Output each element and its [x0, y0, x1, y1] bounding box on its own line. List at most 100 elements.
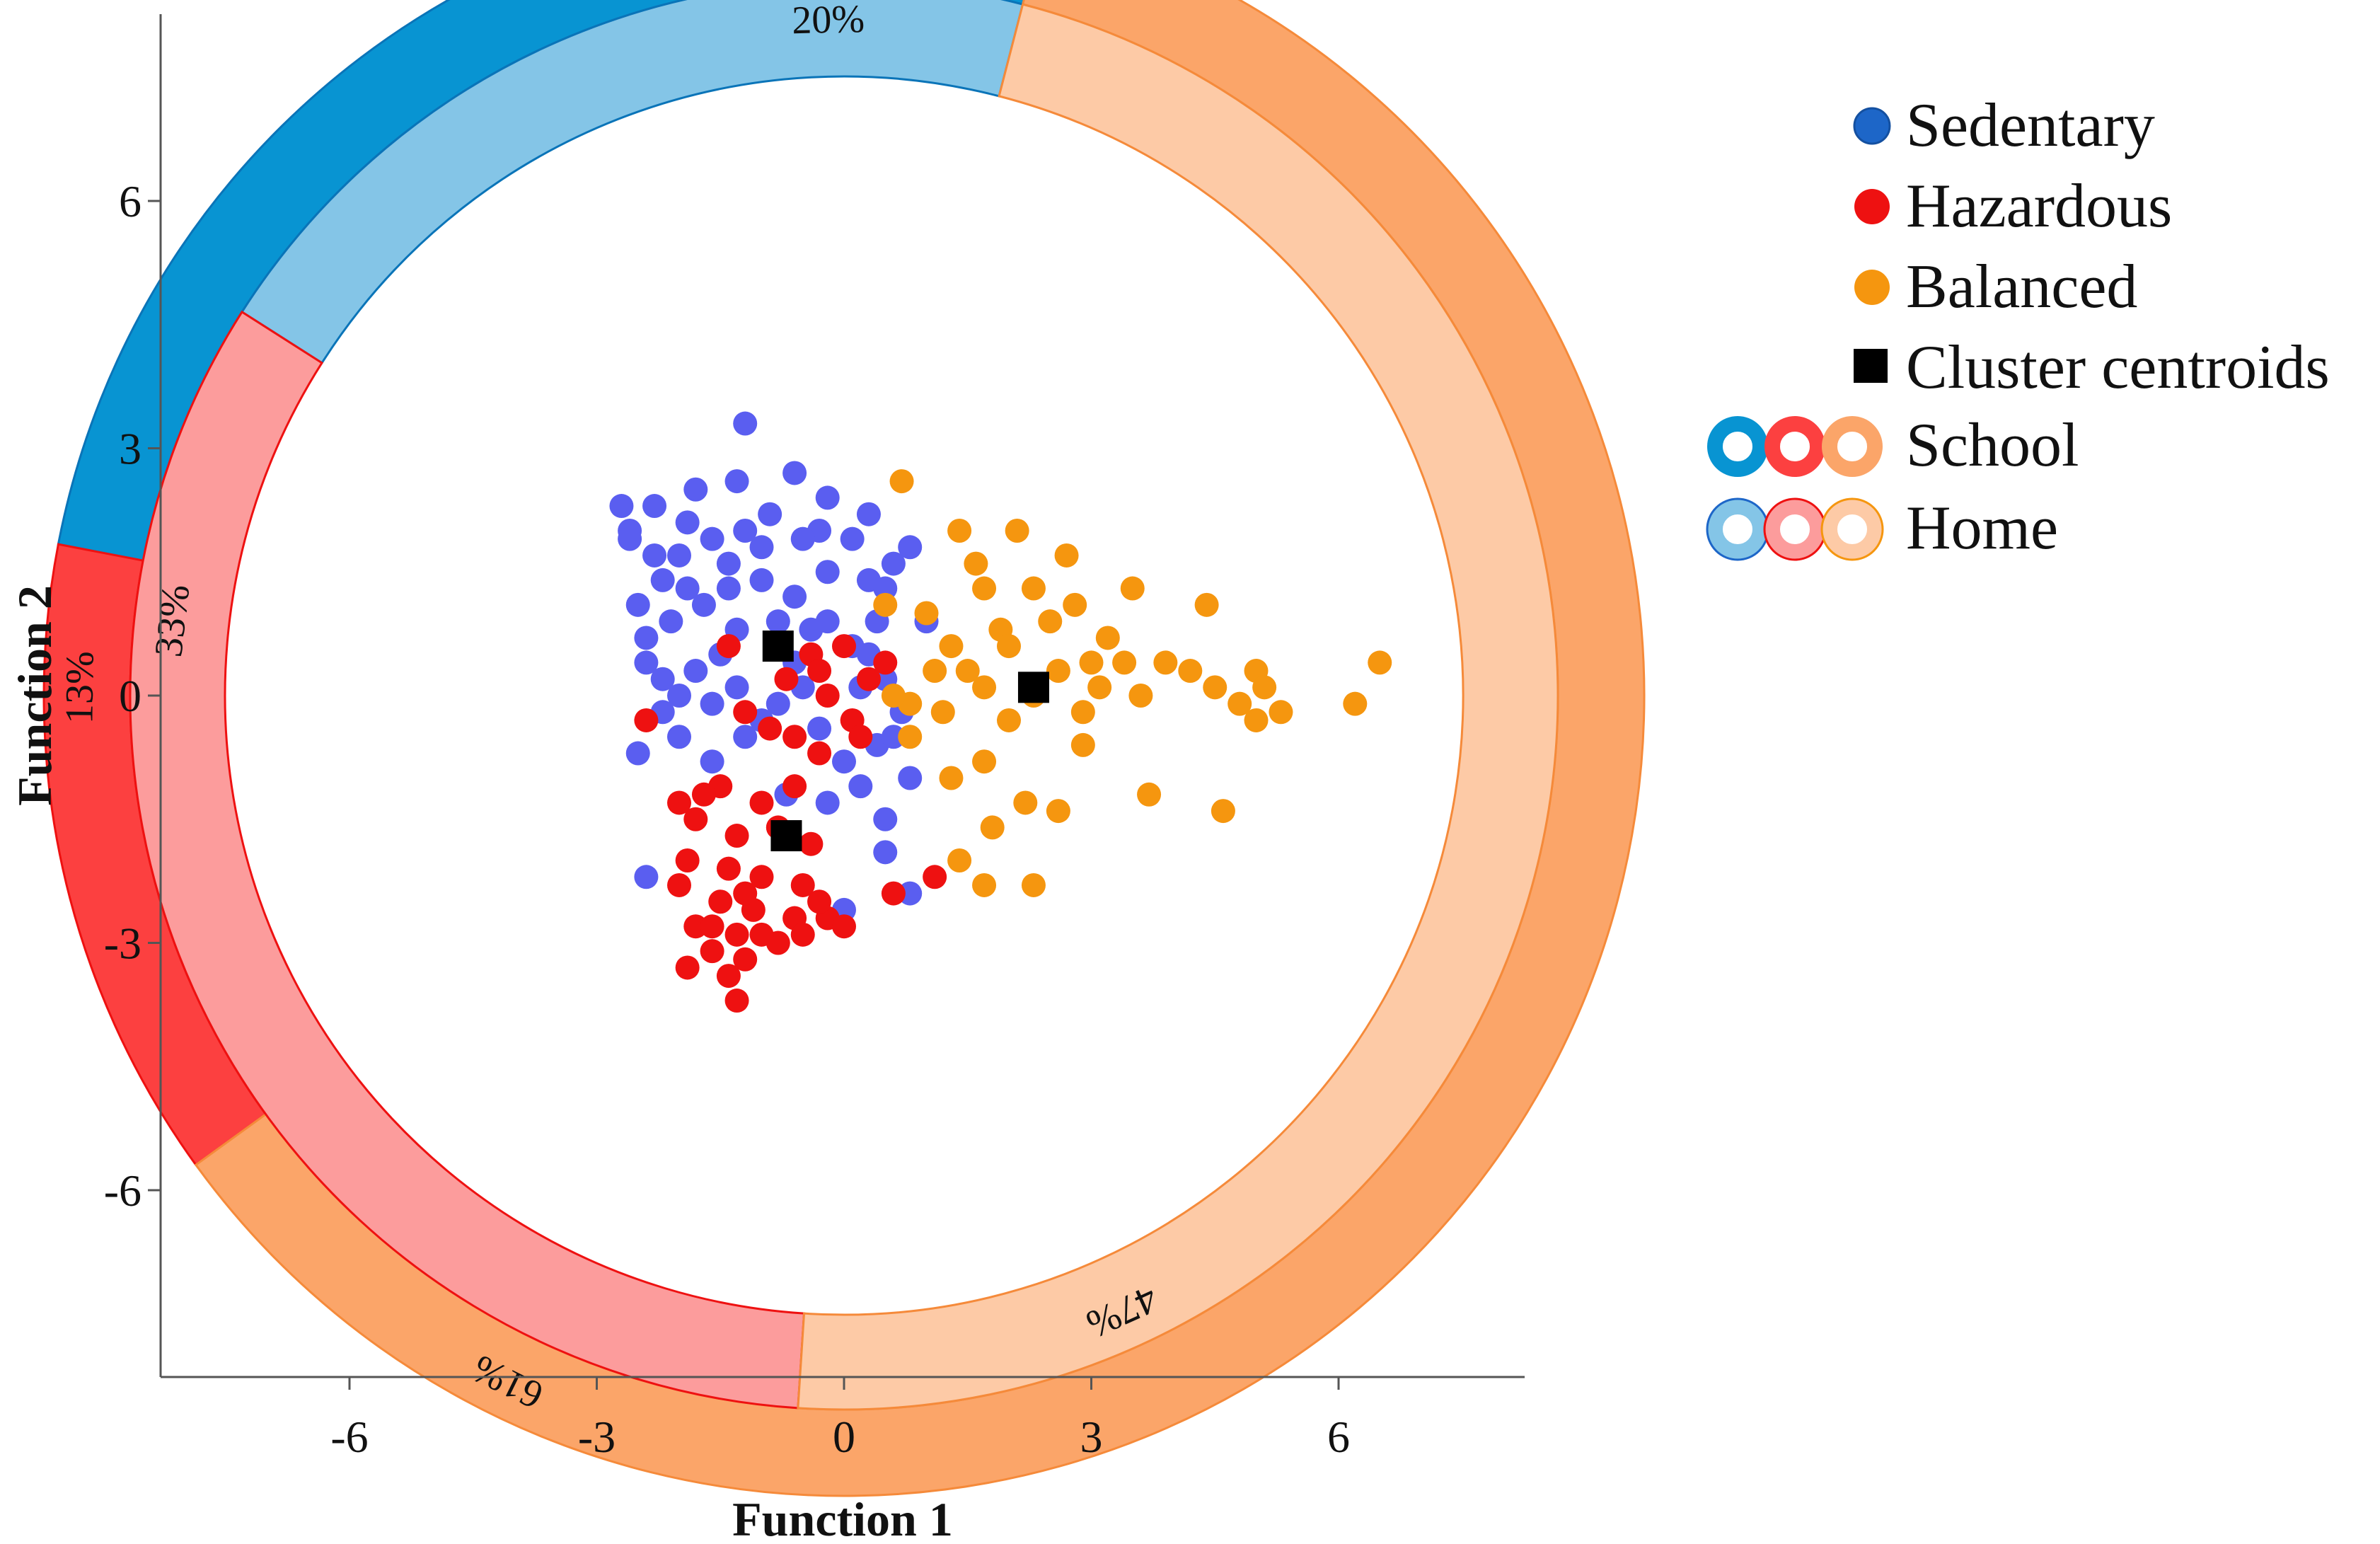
x-tick-label: -6	[330, 1412, 368, 1462]
legend-label-centroids: Cluster centroids	[1906, 333, 2330, 402]
legend-swatch-sedentary	[1853, 107, 1891, 145]
point-hazardous	[667, 790, 691, 815]
point-sedentary	[609, 494, 634, 519]
point-sedentary	[634, 650, 659, 675]
ring-segment-home-hazardous	[129, 310, 806, 1410]
point-balanced	[889, 469, 914, 494]
point-balanced	[1128, 684, 1153, 708]
point-hazardous	[782, 774, 807, 799]
x-tick-label: 3	[1080, 1412, 1103, 1462]
point-balanced	[955, 659, 980, 684]
point-balanced	[1021, 576, 1046, 601]
y-tick-label: 6	[119, 176, 141, 226]
point-balanced	[1063, 592, 1087, 617]
point-hazardous	[832, 634, 856, 659]
point-hazardous	[790, 872, 815, 897]
axis-ticks: -6 -3 0 3 6 6 3 0 -3 -6	[104, 176, 1350, 1462]
x-axis-title: Function 1	[732, 1492, 953, 1544]
point-balanced	[1013, 790, 1038, 815]
point-sedentary	[634, 626, 659, 650]
point-sedentary	[716, 551, 741, 576]
legend-swatch-balanced	[1854, 270, 1890, 305]
point-hazardous	[716, 634, 741, 659]
point-sedentary	[898, 881, 923, 906]
point-balanced	[1021, 872, 1046, 897]
x-tick-label: -3	[578, 1412, 616, 1462]
point-sedentary	[815, 560, 840, 584]
point-hazardous	[749, 922, 774, 947]
point-hazardous	[758, 716, 782, 741]
point-balanced	[939, 634, 964, 659]
point-hazardous	[807, 659, 832, 684]
point-sedentary	[766, 691, 790, 716]
legend-label-sedentary: Sedentary	[1906, 91, 2155, 160]
point-hazardous	[856, 667, 881, 691]
point-sedentary	[782, 584, 807, 609]
point-hazardous	[881, 881, 906, 906]
point-balanced	[1095, 626, 1120, 650]
point-balanced	[947, 848, 972, 872]
legend-swatch-school	[1707, 416, 1883, 477]
point-balanced	[1178, 659, 1203, 684]
point-hazardous	[923, 865, 947, 889]
ring-label-school-hazardous: 13%	[57, 651, 102, 724]
point-sedentary	[700, 749, 724, 774]
point-hazardous	[807, 741, 832, 766]
point-hazardous	[634, 708, 659, 732]
point-balanced	[1038, 609, 1063, 634]
point-sedentary	[856, 568, 881, 592]
point-sedentary	[782, 461, 807, 485]
point-sedentary	[832, 749, 856, 774]
point-balanced	[997, 708, 1021, 732]
point-balanced	[972, 749, 997, 774]
point-balanced	[873, 592, 898, 617]
point-sedentary	[749, 535, 774, 560]
legend-label-balanced: Balanced	[1906, 253, 2137, 321]
x-tick-label: 6	[1327, 1412, 1350, 1462]
point-sedentary	[700, 526, 724, 551]
point-balanced	[1343, 691, 1368, 716]
legend-label-hazardous: Hazardous	[1906, 172, 2172, 241]
point-balanced	[1244, 708, 1269, 732]
point-balanced	[1211, 799, 1235, 824]
point-hazardous	[667, 872, 691, 897]
point-hazardous	[683, 807, 708, 831]
point-balanced	[1252, 675, 1277, 700]
point-sedentary	[642, 543, 667, 568]
point-hazardous	[675, 848, 700, 872]
point-balanced	[923, 659, 947, 684]
point-sedentary	[716, 576, 741, 601]
ring-segments	[42, 0, 1646, 1497]
y-tick-label: 3	[119, 424, 141, 474]
point-balanced	[939, 766, 964, 790]
y-tick-label: -6	[104, 1165, 141, 1216]
point-hazardous	[675, 955, 700, 980]
point-balanced	[1227, 691, 1252, 716]
point-hazardous	[790, 922, 815, 947]
centroid-marker	[762, 630, 794, 662]
point-sedentary	[881, 551, 906, 576]
legend-swatch-home	[1706, 497, 1884, 561]
point-hazardous	[700, 914, 724, 939]
point-sedentary	[683, 659, 708, 684]
point-sedentary	[815, 790, 840, 815]
point-sedentary	[659, 609, 683, 634]
y-axis-title: Function 2	[8, 585, 62, 806]
point-balanced	[914, 601, 939, 626]
point-sedentary	[873, 807, 898, 831]
point-balanced	[972, 576, 997, 601]
point-balanced	[898, 725, 923, 749]
legend-label-school: School	[1906, 411, 2079, 480]
point-sedentary	[642, 494, 667, 519]
point-hazardous	[807, 889, 832, 914]
point-sedentary	[700, 691, 724, 716]
point-hazardous	[749, 865, 774, 889]
point-sedentary	[848, 774, 873, 799]
legend-swatch-centroid	[1854, 349, 1888, 383]
point-sedentary	[667, 684, 691, 708]
point-hazardous	[848, 725, 873, 749]
point-balanced	[1269, 700, 1293, 725]
point-hazardous	[700, 939, 724, 964]
point-hazardous	[799, 831, 824, 856]
point-sedentary	[634, 865, 659, 889]
